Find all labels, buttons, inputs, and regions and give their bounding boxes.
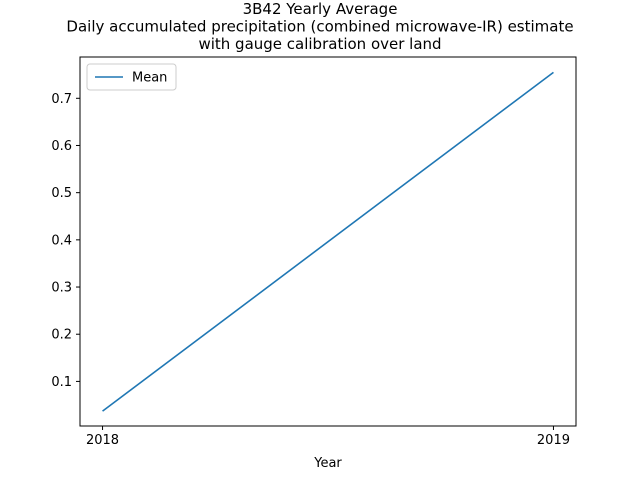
x-axis-ticks: 2018 2019 (86, 426, 570, 448)
chart-title-line-2: Daily accumulated precipitation (combine… (66, 18, 573, 36)
y-tick-label: 0.4 (51, 233, 72, 248)
plot-area-frame (79, 56, 577, 427)
legend-label: Mean (132, 71, 167, 86)
series-line-mean (102, 71, 554, 412)
chart-title-line-3: with gauge calibration over land (198, 35, 441, 53)
y-tick-label: 0.1 (51, 375, 72, 390)
series-group (102, 71, 554, 412)
y-axis-ticks: 0.1 0.2 0.3 0.4 0.5 0.6 0.7 (51, 92, 80, 390)
chart-title-line-1: 3B42 Yearly Average (243, 0, 398, 18)
legend-box (86, 63, 177, 91)
y-tick-label: 0.5 (51, 186, 72, 201)
y-tick-label: 0.2 (51, 328, 72, 343)
legend: Mean (86, 63, 177, 91)
x-axis-label: Year (313, 456, 342, 471)
y-tick-label: 0.3 (51, 281, 72, 296)
y-tick-label: 0.6 (51, 139, 72, 154)
y-tick-label: 0.7 (51, 92, 72, 107)
x-tick-label: 2018 (86, 433, 119, 448)
x-tick-label: 2019 (537, 433, 570, 448)
